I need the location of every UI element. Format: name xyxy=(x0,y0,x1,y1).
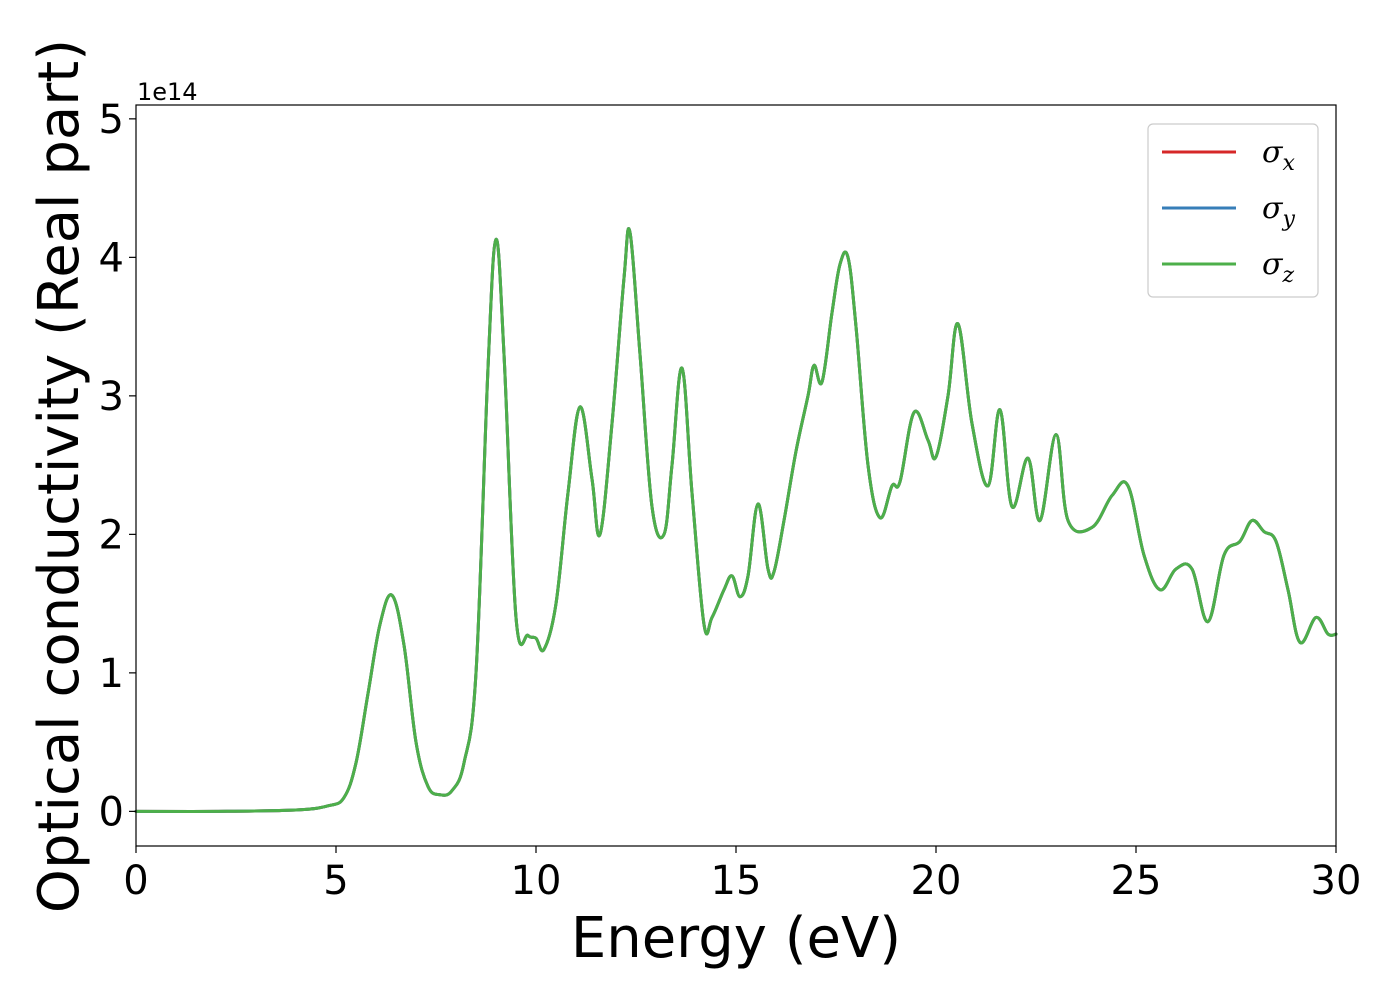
y-tick-label: 5 xyxy=(99,97,124,143)
x-axis-ticks: 0 5 10 15 20 25 30 xyxy=(123,846,1361,904)
y-tick-label: 3 xyxy=(99,374,124,420)
legend-label-sigma-x: σx xyxy=(1262,135,1295,176)
x-tick-label: 25 xyxy=(1111,858,1162,904)
legend: σx σy σz xyxy=(1147,123,1319,298)
legend-box xyxy=(1147,123,1319,298)
series-line-sigma-y xyxy=(134,227,1338,813)
y-tick-label: 2 xyxy=(99,512,124,558)
legend-label-sigma-z: σz xyxy=(1262,247,1294,288)
y-axis-ticks: 0 1 2 3 4 5 xyxy=(99,97,136,835)
x-tick-label: 5 xyxy=(323,858,348,904)
y-axis-title: Optical conductivity (Real part) xyxy=(27,39,92,913)
y-tick-label: 1 xyxy=(99,651,124,697)
y-tick-label: 4 xyxy=(99,235,124,281)
y-offset-text: 1e14 xyxy=(137,78,198,106)
x-tick-label: 0 xyxy=(123,858,148,904)
y-tick-label: 0 xyxy=(99,789,124,835)
x-tick-label: 15 xyxy=(711,858,762,904)
series-line-sigma-z xyxy=(134,227,1338,813)
x-tick-label: 10 xyxy=(511,858,562,904)
x-axis-title: Energy (eV) xyxy=(571,906,901,971)
legend-label-sigma-y: σy xyxy=(1262,191,1295,232)
x-tick-label: 30 xyxy=(1311,858,1362,904)
series-line-sigma-x xyxy=(134,227,1338,813)
series-lines xyxy=(134,227,1338,813)
x-tick-label: 20 xyxy=(911,858,962,904)
